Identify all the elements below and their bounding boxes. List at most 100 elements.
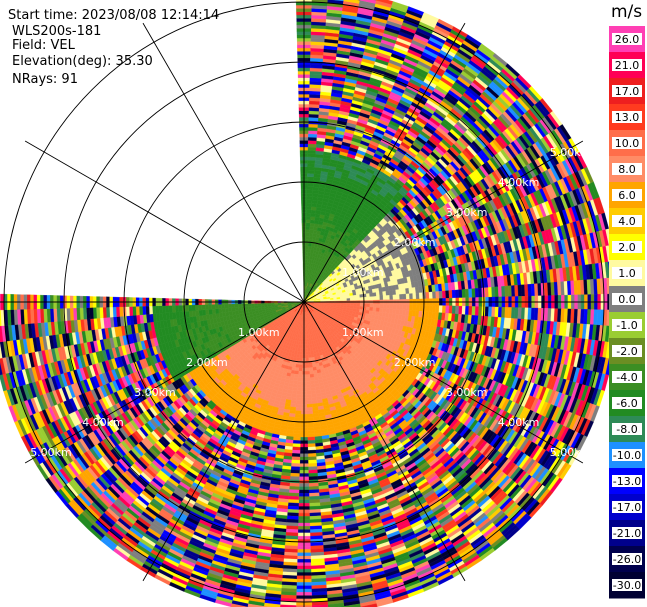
velocity-gate <box>332 0 344 2</box>
velocity-gate <box>307 146 317 151</box>
velocity-gate <box>461 305 466 315</box>
velocity-gate <box>478 306 483 317</box>
velocity-gate <box>310 219 315 224</box>
velocity-gate <box>349 303 354 307</box>
velocity-gate <box>308 136 318 141</box>
velocity-gate <box>392 304 397 310</box>
velocity-gate <box>346 302 351 306</box>
velocity-gate <box>465 306 470 316</box>
velocity-gate <box>307 163 316 168</box>
velocity-gate <box>395 294 400 300</box>
velocity-gate <box>402 304 407 311</box>
velocity-gate <box>305 222 311 227</box>
velocity-gate <box>468 306 473 316</box>
velocity-gate <box>308 236 313 240</box>
velocity-gate <box>359 297 364 301</box>
velocity-gate <box>305 225 311 230</box>
velocity-gate <box>399 294 404 300</box>
velocity-gate <box>305 235 310 240</box>
velocity-gate <box>372 303 377 308</box>
velocity-gate <box>353 303 357 307</box>
velocity-gate <box>382 303 387 309</box>
velocity-gate <box>369 296 374 301</box>
velocity-gate <box>432 291 437 299</box>
velocity-gate <box>307 156 316 161</box>
velocity-gate <box>356 303 361 307</box>
velocity-gate <box>333 299 338 302</box>
velocity-gate <box>356 294 361 299</box>
velocity-gate <box>435 305 440 313</box>
velocity-gate <box>307 140 317 145</box>
velocity-gate <box>412 304 417 311</box>
velocity-gate <box>366 293 370 298</box>
velocity-gate <box>366 296 371 301</box>
velocity-gate <box>336 299 341 302</box>
velocity-gate <box>382 291 387 296</box>
velocity-gate <box>372 307 377 312</box>
velocity-gate <box>474 288 479 298</box>
velocity-gate <box>428 305 433 313</box>
velocity-gate <box>392 294 397 300</box>
velocity-gate <box>376 295 381 301</box>
velocity-gate <box>405 293 410 300</box>
velocity-gate <box>310 216 316 221</box>
velocity-gate <box>385 308 390 314</box>
velocity-gate <box>382 308 387 313</box>
velocity-gate <box>307 143 317 148</box>
velocity-gate <box>305 232 310 237</box>
velocity-gate <box>307 153 316 158</box>
velocity-gate <box>305 245 309 250</box>
velocity-gate <box>307 166 315 171</box>
velocity-field <box>0 0 618 607</box>
velocity-gate <box>389 304 394 310</box>
velocity-gate <box>415 304 420 312</box>
velocity-gate <box>445 290 450 299</box>
velocity-gate <box>304 255 308 260</box>
velocity-gate <box>395 304 400 310</box>
velocity-gate <box>366 303 371 308</box>
velocity-gate <box>372 292 377 297</box>
velocity-gate <box>306 202 312 207</box>
velocity-gate <box>458 305 463 315</box>
velocity-gate <box>372 296 377 301</box>
velocity-gate <box>442 305 447 314</box>
velocity-gate <box>382 295 387 301</box>
velocity-gate <box>307 159 316 164</box>
velocity-gate <box>451 305 456 315</box>
velocity-gate <box>445 305 450 314</box>
velocity-gate <box>478 287 483 298</box>
velocity-gate <box>305 229 310 234</box>
velocity-gate <box>418 292 423 300</box>
velocity-gate <box>359 294 364 298</box>
velocity-gate <box>405 304 410 311</box>
velocity-gate <box>375 307 380 313</box>
velocity-gate <box>343 298 348 302</box>
velocity-gate <box>389 294 394 300</box>
velocity-gate <box>349 297 354 301</box>
velocity-gate <box>458 289 463 299</box>
velocity-gate <box>369 292 374 297</box>
velocity-gate <box>346 295 351 299</box>
velocity-gate <box>461 289 466 299</box>
velocity-gate <box>330 299 334 302</box>
velocity-gate <box>399 304 404 310</box>
velocity-gate <box>308 123 319 128</box>
velocity-gate <box>425 292 430 299</box>
velocity-gate <box>435 291 440 299</box>
velocity-gate <box>306 192 313 197</box>
velocity-gate <box>353 297 357 301</box>
velocity-gate <box>375 291 380 297</box>
velocity-gate <box>386 295 390 300</box>
velocity-gate <box>376 303 381 309</box>
velocity-gate <box>307 176 314 181</box>
velocity-gate <box>386 304 390 309</box>
velocity-gate <box>369 307 374 312</box>
velocity-gate <box>442 290 447 299</box>
velocity-gate <box>307 173 315 178</box>
velocity-gate <box>306 206 312 211</box>
velocity-gate <box>379 295 384 301</box>
velocity-gate <box>471 288 476 298</box>
velocity-gate <box>359 303 364 307</box>
velocity-gate <box>307 169 315 174</box>
